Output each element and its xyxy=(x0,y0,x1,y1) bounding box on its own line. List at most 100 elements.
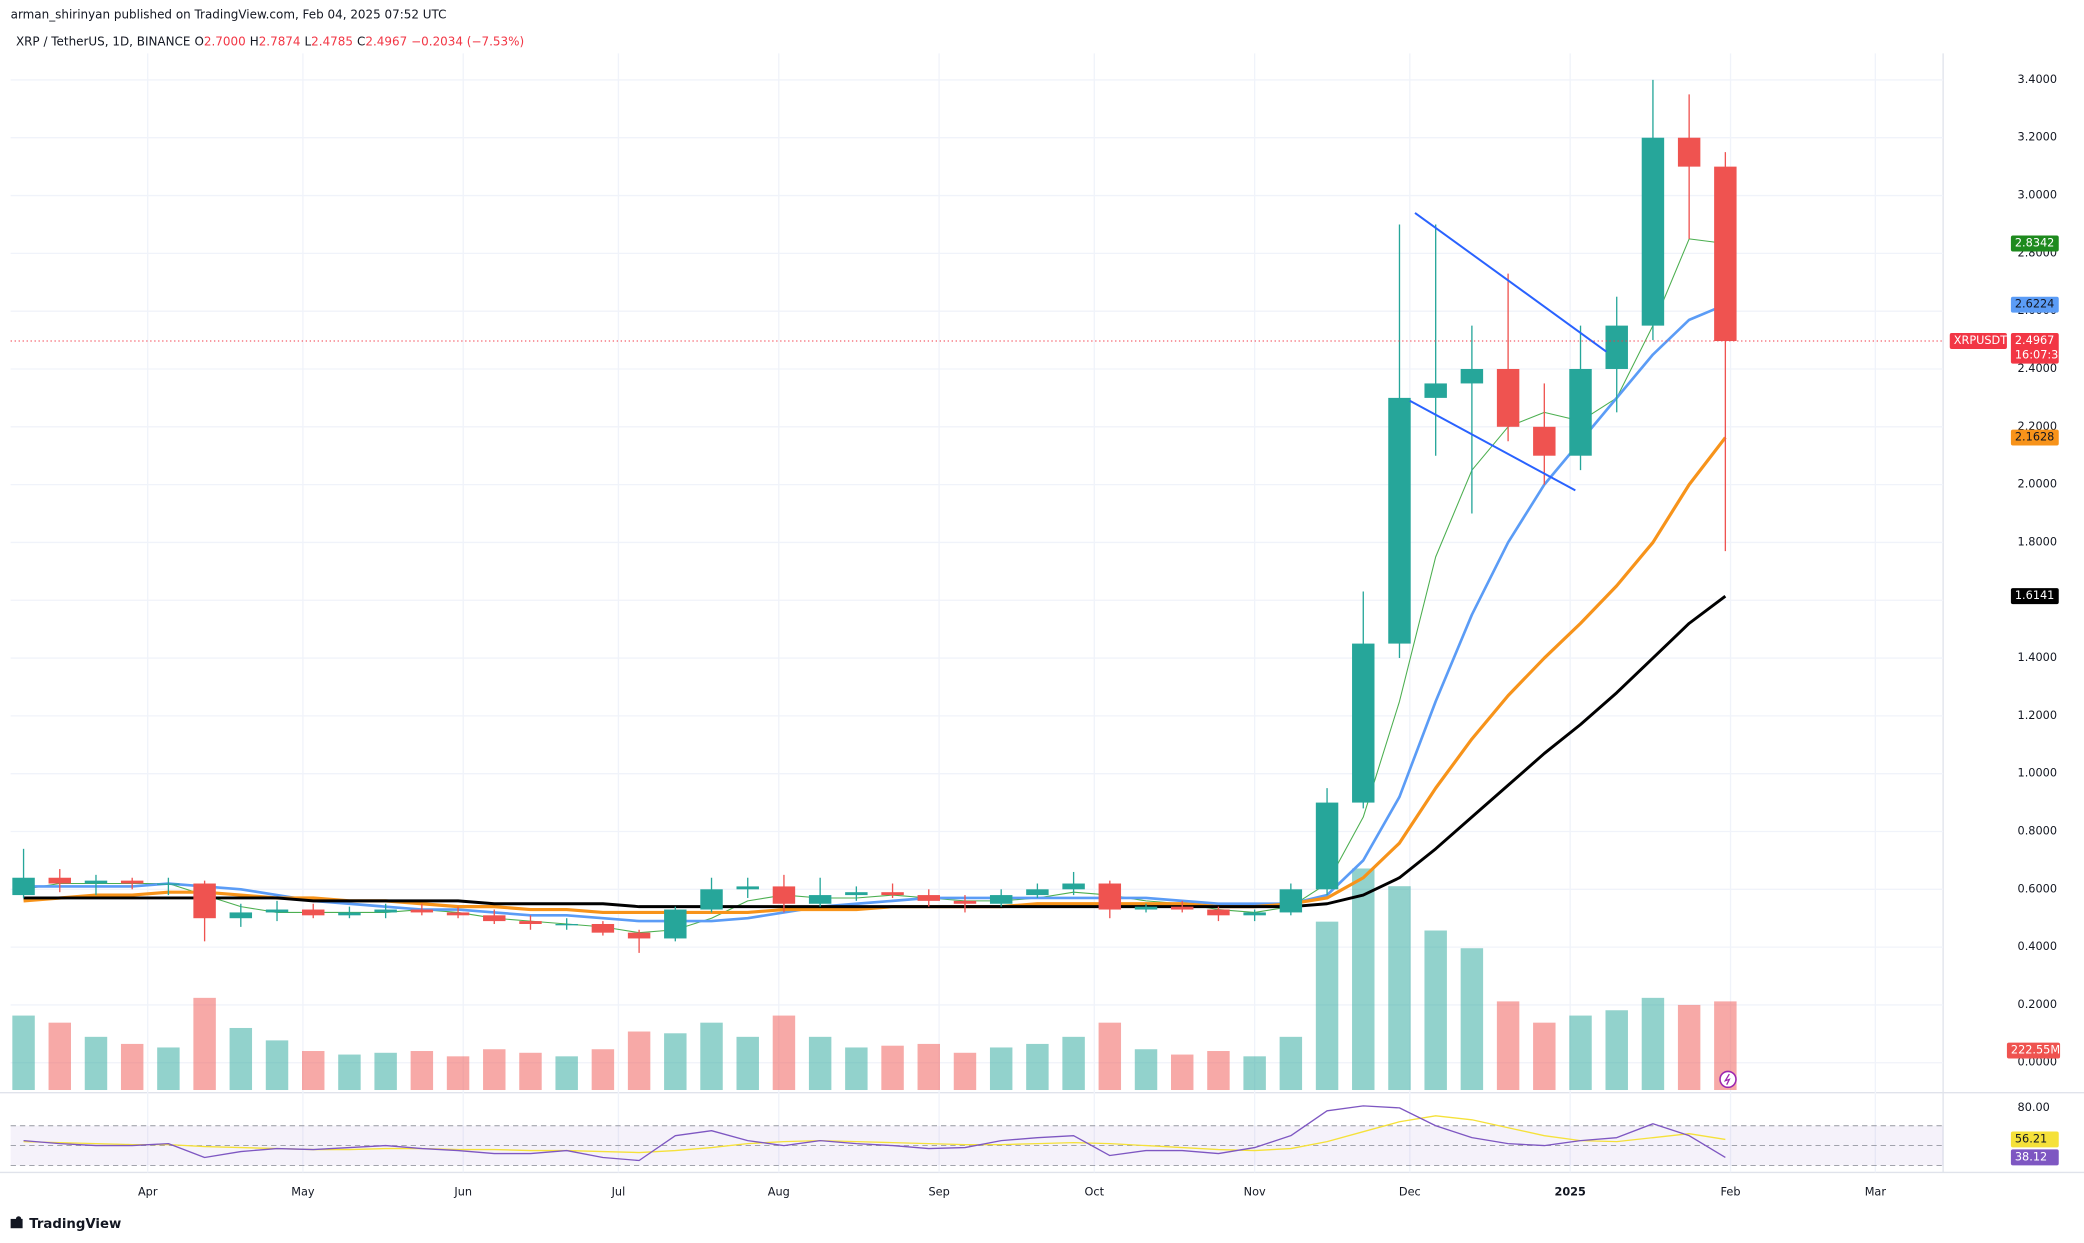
change: −0.2034 (−7.53%) xyxy=(411,34,524,48)
x-tick-label: Feb xyxy=(1721,1185,1741,1198)
ohlc-key: L xyxy=(305,34,312,48)
candle-body xyxy=(12,877,35,896)
volume-bar xyxy=(410,1051,434,1091)
volume-bar xyxy=(1677,1004,1701,1091)
candle-body xyxy=(265,909,289,913)
candle-body xyxy=(1134,906,1158,910)
candle-body xyxy=(736,886,759,890)
volume-bar xyxy=(1496,1001,1520,1091)
volume-bar xyxy=(1569,1015,1592,1091)
candle-body xyxy=(1533,426,1556,456)
y-tick-label: 0.0000 xyxy=(2018,1056,2057,1069)
volume-bar xyxy=(1460,948,1484,1091)
candle-body xyxy=(953,900,977,904)
x-tick-label: Apr xyxy=(138,1185,158,1198)
rsi-ma-label-bg xyxy=(2010,1131,2059,1148)
volume-bar xyxy=(917,1043,940,1091)
candle-body xyxy=(917,895,940,901)
candle-body xyxy=(410,909,434,913)
line xyxy=(23,1105,1726,1162)
y-tick-label: 1.4000 xyxy=(2018,651,2057,664)
logo-mark xyxy=(10,1218,23,1229)
volume-bar xyxy=(1026,1043,1049,1091)
candle-body xyxy=(1026,889,1049,896)
line xyxy=(23,594,1727,909)
volume-bar xyxy=(772,1015,796,1091)
volume-bar xyxy=(1171,1054,1194,1091)
volume-bar xyxy=(265,1040,289,1091)
volume-bar xyxy=(591,1049,615,1091)
volume-bar xyxy=(1243,1056,1266,1091)
candle-body xyxy=(1569,368,1592,456)
volume-bar xyxy=(12,1015,35,1091)
ohlc-value: 2.4785 xyxy=(311,34,353,48)
line xyxy=(1409,399,1576,492)
volume-bar xyxy=(1714,1001,1737,1091)
candle-body xyxy=(1605,325,1628,369)
volume-bar xyxy=(1098,1022,1122,1091)
candle-body xyxy=(1352,643,1375,803)
candle-body xyxy=(446,912,470,916)
x-tick-label: Jul xyxy=(611,1185,626,1198)
ohlc-value: 2.4967 xyxy=(365,34,407,48)
volume-bar xyxy=(989,1047,1013,1091)
volume-bar xyxy=(664,1033,687,1091)
y-tick-label: 3.2000 xyxy=(2018,131,2057,144)
candle-body xyxy=(845,892,868,896)
line xyxy=(1414,212,1607,353)
y-tick-label: 0.2000 xyxy=(2018,998,2057,1011)
volume-bar xyxy=(446,1056,470,1091)
volume-bar xyxy=(1388,886,1411,1091)
candle-body xyxy=(1641,137,1665,326)
ma-value-label: 2.6224 xyxy=(2015,298,2054,311)
y-tick-label: 1.0000 xyxy=(2018,767,2057,780)
candle-body xyxy=(48,877,71,884)
ma-value-label-bg xyxy=(2010,235,2059,252)
volume-bar xyxy=(193,997,216,1091)
volume-label: 222.55M xyxy=(2011,1044,2060,1057)
symbol-tag-bg xyxy=(1949,333,2007,350)
candle-body xyxy=(989,895,1013,904)
ohlc-value: 2.7874 xyxy=(259,34,301,48)
candle-body xyxy=(1424,383,1447,398)
brand: TradingView xyxy=(29,1217,121,1232)
symbol-tag: XRPUSDT xyxy=(1954,334,2007,347)
candle-body xyxy=(627,932,651,939)
candle-body xyxy=(229,912,253,919)
x-tick-label: Dec xyxy=(1399,1185,1421,1198)
volume-bar xyxy=(953,1052,977,1091)
volume-bar xyxy=(338,1054,361,1091)
volume-bar xyxy=(1424,930,1447,1091)
candle-body xyxy=(483,915,506,922)
volume-label-bg xyxy=(2006,1042,2061,1059)
ma-value-label: 2.1628 xyxy=(2015,431,2054,444)
candle-body xyxy=(1388,397,1411,644)
price-label-bg xyxy=(2010,333,2059,364)
candle-body xyxy=(193,883,216,919)
x-tick-label: Jun xyxy=(453,1185,472,1198)
volume-bar xyxy=(1134,1049,1158,1091)
y-tick-label: 3.0000 xyxy=(2018,189,2057,202)
volume-bar xyxy=(736,1036,759,1091)
x-tick-label: Mar xyxy=(1865,1185,1887,1198)
countdown: 16:07:31 xyxy=(2015,349,2066,362)
candle-body xyxy=(1315,802,1339,890)
price-label: 2.4967 xyxy=(2015,334,2054,347)
volume-bar xyxy=(881,1045,904,1091)
volume-bar xyxy=(700,1022,723,1091)
candle-body xyxy=(664,909,687,939)
volume-bar xyxy=(808,1036,832,1091)
candle-body xyxy=(591,923,615,933)
ma-value-label-bg xyxy=(2010,429,2059,446)
y-tick-label: 0.6000 xyxy=(2018,882,2057,895)
symbol: XRP / TetherUS, 1D, BINANCE xyxy=(16,34,191,48)
x-tick-label: May xyxy=(291,1185,315,1198)
ohlc-key: H xyxy=(250,34,259,48)
alert-icon-bolt xyxy=(1723,1073,1731,1085)
x-tick-label: Oct xyxy=(1085,1185,1105,1198)
candle-body xyxy=(881,892,904,896)
candle-body xyxy=(302,909,325,916)
candle-body xyxy=(808,895,832,904)
x-tick-label: 2025 xyxy=(1554,1185,1586,1198)
rsi-ma-label: 56.21 xyxy=(2015,1132,2047,1145)
